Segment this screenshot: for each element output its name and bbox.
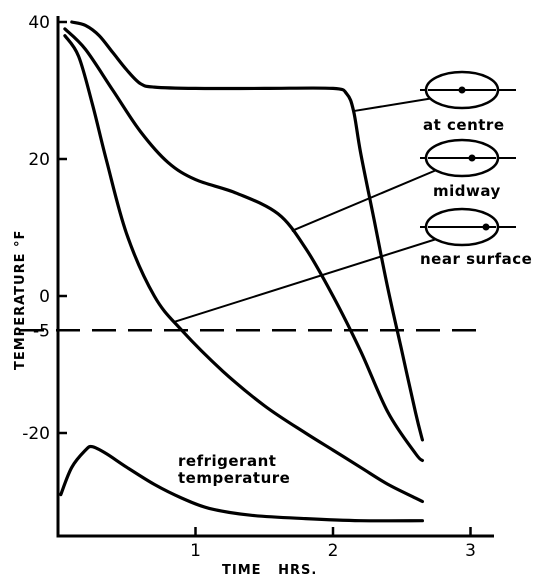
leader-line-midway — [291, 165, 447, 232]
cross-section-icon-near-surface — [420, 207, 516, 247]
leader-line-near-surface — [174, 235, 447, 323]
x-tick-label: 3 — [465, 541, 476, 561]
series-line-refrigerant-temperature — [59, 444, 424, 523]
cross-section-icon-at-centre — [420, 70, 516, 110]
y-tick-label: -5 — [33, 321, 50, 341]
annotation-at-centre: at centre — [423, 116, 505, 134]
x-tick-label: 1 — [190, 541, 201, 561]
y-tick-label: 0 — [39, 287, 50, 307]
series-line-near-surface — [63, 34, 424, 504]
y-axis-title: TEMPERATURE °F — [13, 230, 28, 370]
annotation-near-surface: near surface — [420, 250, 532, 268]
x-axis-title: TIME HRS. — [222, 563, 317, 578]
annotation-midway: midway — [433, 182, 501, 200]
cross-section-icon-midway — [420, 138, 516, 178]
annotation-refrigerant-temperature: refrigerant temperature — [178, 452, 290, 487]
series-line-at-centre — [70, 20, 424, 442]
y-tick-label: -20 — [22, 424, 50, 444]
series-line-midway — [63, 27, 424, 462]
x-tick-label: 2 — [328, 541, 339, 561]
y-tick-label: 20 — [28, 150, 50, 170]
y-tick-label: 40 — [28, 13, 50, 33]
